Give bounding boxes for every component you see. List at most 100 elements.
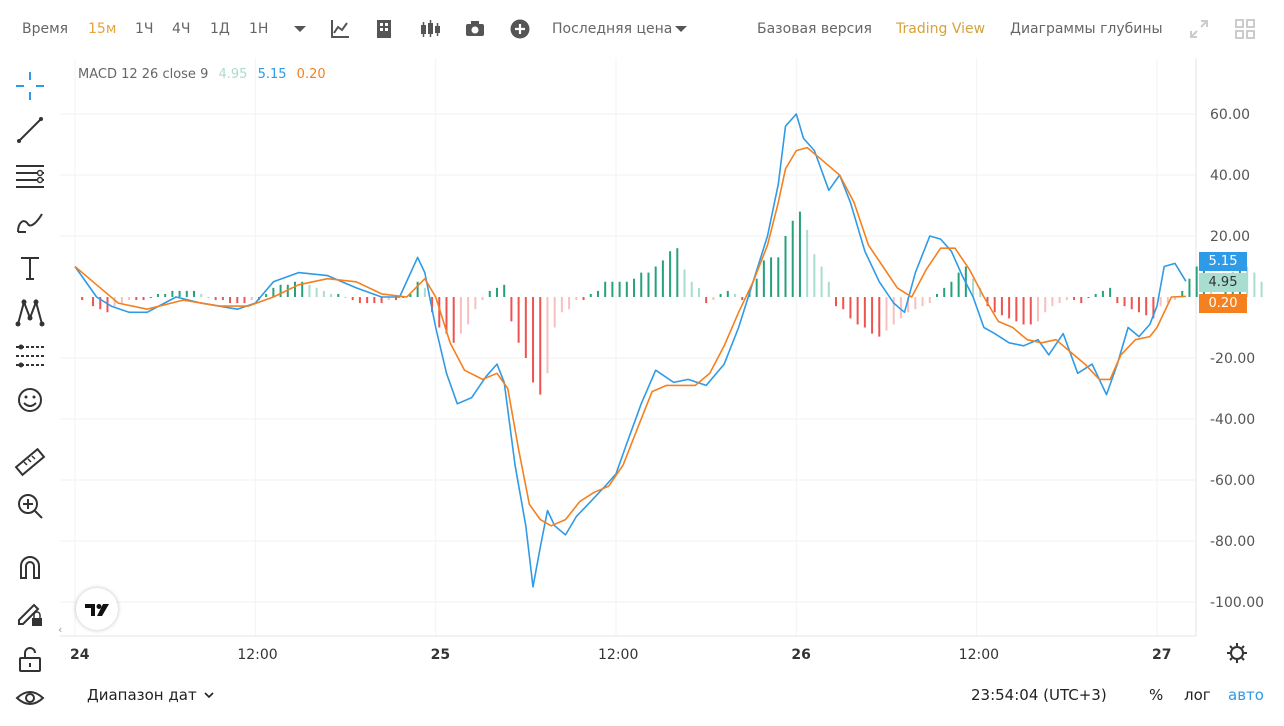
- x-tick-label: 24: [70, 647, 90, 663]
- histogram-bar: [560, 297, 563, 313]
- pattern-icon[interactable]: [14, 296, 46, 328]
- histogram-bar: [517, 297, 520, 343]
- histogram-bar: [351, 297, 354, 301]
- clock-timezone[interactable]: 23:54:04 (UTC+3): [971, 686, 1107, 704]
- histogram-bar: [907, 297, 910, 313]
- histogram-bar: [149, 297, 152, 298]
- histogram-bar: [878, 297, 881, 337]
- price-type-select[interactable]: Последняя цена: [552, 21, 673, 37]
- histogram-bar: [358, 297, 361, 304]
- emoji-icon[interactable]: [14, 384, 46, 416]
- eye-icon[interactable]: [14, 682, 46, 714]
- interval-4h[interactable]: 4Ч: [172, 21, 191, 37]
- settings-icon[interactable]: [1227, 643, 1247, 663]
- histogram-bar: [647, 272, 650, 297]
- prediction-icon[interactable]: [14, 340, 46, 372]
- histogram-bar: [113, 297, 116, 307]
- histogram-bar: [604, 281, 607, 297]
- y-tick-label: -100.00: [1210, 595, 1264, 611]
- camera-icon[interactable]: [464, 18, 486, 40]
- view-depth-charts[interactable]: Диаграммы глубины: [1010, 21, 1163, 37]
- histogram-bar: [1058, 297, 1061, 304]
- histogram-bar: [1174, 297, 1177, 301]
- histogram-bar: [366, 297, 369, 304]
- histogram-bar: [1015, 297, 1018, 322]
- histogram-bar: [380, 297, 383, 304]
- histogram-bar: [654, 266, 657, 297]
- view-trading-view[interactable]: Trading View: [896, 21, 986, 37]
- histogram-bar: [705, 297, 708, 304]
- histogram-bar: [755, 278, 758, 297]
- histogram-bar: [1036, 297, 1039, 322]
- fullscreen-icon[interactable]: [1188, 18, 1210, 40]
- crosshair-icon[interactable]: [14, 70, 46, 102]
- histogram-bar: [777, 257, 780, 297]
- histogram-bar: [539, 297, 542, 395]
- grid-layout-icon[interactable]: [1234, 18, 1256, 40]
- building-icon[interactable]: [373, 18, 395, 40]
- magnet-icon[interactable]: [14, 552, 46, 584]
- candles-icon[interactable]: [419, 18, 441, 40]
- interval-15m[interactable]: 15м: [88, 21, 117, 37]
- histogram-bar: [431, 297, 434, 313]
- time-label[interactable]: Время: [22, 21, 69, 37]
- lock-drawing-icon[interactable]: [14, 596, 46, 628]
- view-basic[interactable]: Базовая версия: [757, 21, 872, 37]
- histogram-bar: [1253, 272, 1256, 297]
- histogram-bar: [669, 251, 672, 297]
- histogram-bar: [387, 297, 390, 301]
- price-type-chevron-icon[interactable]: [670, 18, 692, 40]
- histogram-bar: [373, 297, 376, 304]
- histogram-bar: [279, 284, 282, 297]
- histogram-bar: [871, 297, 874, 334]
- histogram-bar: [1044, 297, 1047, 313]
- ruler-icon[interactable]: [14, 446, 46, 478]
- tradingview-logo[interactable]: [76, 588, 118, 630]
- histogram-bar: [762, 260, 765, 297]
- histogram-bar: [474, 297, 477, 310]
- histogram-bar: [712, 297, 715, 301]
- trend-line-icon[interactable]: [14, 114, 46, 146]
- unlock-icon[interactable]: [14, 643, 46, 675]
- zoom-in-icon[interactable]: [14, 490, 46, 522]
- macd-price-tag: 5.15: [1199, 252, 1247, 271]
- histogram-bar: [142, 297, 145, 301]
- histogram-bar: [791, 220, 794, 297]
- date-range-chevron-icon[interactable]: [202, 688, 216, 702]
- histogram-bar: [1109, 287, 1112, 297]
- auto-toggle[interactable]: авто: [1228, 686, 1264, 704]
- histogram-bar: [935, 293, 938, 297]
- histogram-bar: [1022, 297, 1025, 325]
- chevron-down-icon[interactable]: [289, 18, 311, 40]
- indicator-legend[interactable]: MACD 12 26 close 9 4.95 5.15 0.20: [78, 67, 332, 82]
- histogram-bar: [92, 297, 95, 307]
- log-toggle[interactable]: лог: [1184, 686, 1211, 704]
- date-range-button[interactable]: Диапазон дат: [87, 686, 197, 704]
- histogram-bar: [510, 297, 513, 322]
- text-icon[interactable]: [14, 252, 46, 284]
- interval-1w[interactable]: 1Н: [249, 21, 269, 37]
- histogram-bar: [185, 290, 188, 297]
- horizontal-lines-icon[interactable]: [14, 160, 46, 192]
- histogram-bar: [81, 297, 84, 301]
- histogram-bar: [640, 272, 643, 297]
- percent-toggle[interactable]: %: [1149, 686, 1164, 704]
- interval-1d[interactable]: 1Д: [210, 21, 230, 37]
- histogram-bar: [1152, 297, 1155, 319]
- scroll-left-icon[interactable]: ‹: [58, 623, 62, 636]
- x-tick-label: 12:00: [959, 647, 999, 663]
- histogram-bar: [957, 272, 960, 297]
- interval-1h[interactable]: 1Ч: [135, 21, 154, 37]
- histogram-bar: [856, 297, 859, 325]
- indicators-icon[interactable]: [329, 18, 351, 40]
- legend-indicator-name: MACD 12 26 close 9: [78, 67, 209, 82]
- x-tick-label: 12:00: [598, 647, 638, 663]
- drawing-tools-sidebar: [0, 58, 60, 726]
- brush-icon[interactable]: [14, 206, 46, 238]
- histogram-bar: [214, 297, 217, 301]
- histogram-bar: [697, 287, 700, 297]
- add-icon[interactable]: [509, 18, 531, 40]
- histogram-bar: [1080, 297, 1083, 304]
- histogram-bar: [221, 297, 224, 301]
